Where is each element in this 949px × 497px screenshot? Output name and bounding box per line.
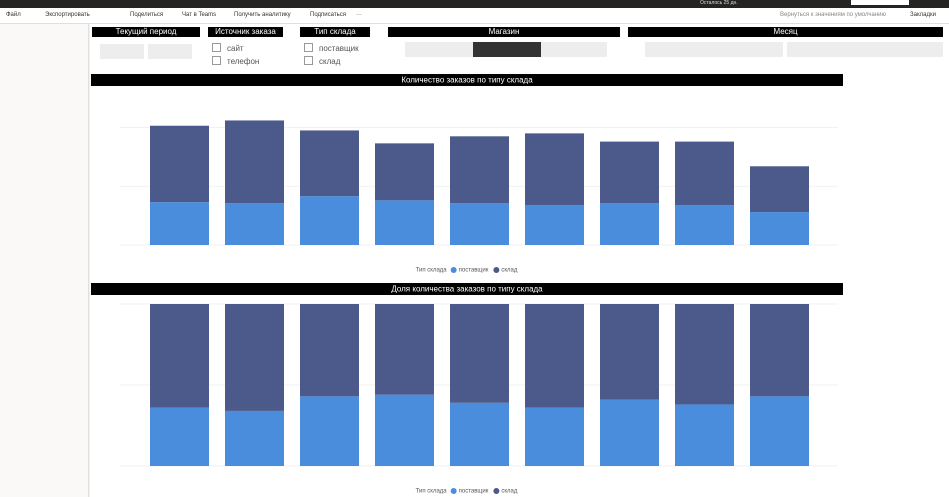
trial-text: Осталось 25 дн. — [700, 0, 738, 6]
bar-segment — [225, 203, 284, 245]
bar-segment — [225, 304, 284, 411]
legend-label: поставщик — [459, 268, 489, 274]
bar-segment — [450, 402, 509, 466]
slicer-option[interactable]: сайт — [212, 43, 244, 53]
slicer-header: Тип склада — [300, 27, 370, 37]
legend-title: Тип склада — [416, 489, 448, 495]
legend-swatch — [450, 267, 457, 273]
toolbar: Файл Экспортировать Поделиться Чат в Tea… — [0, 8, 949, 24]
bar-segment — [225, 410, 284, 466]
bar-segment — [525, 304, 584, 408]
bar-segment — [525, 205, 584, 245]
bar-segment — [600, 304, 659, 400]
bar-segment — [375, 394, 434, 466]
bar-segment — [300, 130, 359, 197]
option-label: поставщик — [319, 44, 359, 53]
slicer-input[interactable] — [645, 42, 783, 57]
bar-segment — [675, 304, 734, 405]
menu-more[interactable]: ··· — [356, 12, 362, 18]
menu-insights[interactable]: Получить аналитику — [234, 12, 291, 18]
bar-segment — [300, 196, 359, 245]
legend-label: поставщик — [459, 489, 489, 495]
top-bar — [0, 0, 949, 8]
bar-segment — [750, 166, 809, 213]
slicer-range-handle[interactable] — [473, 42, 541, 57]
chart-title: Количество заказов по типу склада — [401, 76, 533, 85]
menu-teams[interactable]: Чат в Teams — [182, 12, 217, 18]
option-label: склад — [319, 57, 341, 66]
slicer-option[interactable]: поставщик — [304, 43, 359, 53]
slicer-option[interactable]: телефон — [212, 56, 259, 66]
legend-label: склад — [501, 268, 518, 274]
slicer-input[interactable] — [100, 44, 144, 59]
bar-segment — [150, 202, 209, 245]
bar-segment — [450, 203, 509, 245]
legend-swatch — [493, 488, 500, 494]
slicer-option[interactable]: склад — [304, 56, 340, 66]
legend-swatch — [493, 267, 500, 273]
bar-segment — [375, 143, 434, 201]
reset-button[interactable]: Вернуться к значениям по умолчанию — [780, 12, 887, 18]
bar-segment — [600, 141, 659, 204]
option-label: сайт — [227, 44, 244, 53]
slicer-header: Месяц — [628, 27, 943, 37]
slicer-input[interactable] — [787, 42, 943, 57]
legend-label: склад — [501, 489, 518, 495]
bar-segment — [225, 120, 284, 204]
top-box — [851, 0, 909, 5]
bar-segment — [750, 396, 809, 466]
legend-title: Тип склада — [416, 268, 448, 274]
slicer-header: Текущий период — [92, 27, 200, 37]
bar-segment — [675, 205, 734, 245]
bar-segment — [450, 136, 509, 204]
slicer-header: Магазин — [388, 27, 620, 37]
menu-share[interactable]: Поделиться — [130, 12, 164, 18]
bar-segment — [675, 404, 734, 466]
bar-segment — [150, 407, 209, 466]
bookmarks-button[interactable]: Закладки — [910, 12, 936, 18]
menu-file[interactable]: Файл — [6, 12, 21, 18]
side-panel — [0, 24, 89, 497]
chart-title-bar — [91, 74, 843, 86]
bar-segment — [600, 203, 659, 245]
slicer-input[interactable] — [148, 44, 192, 59]
menu-export[interactable]: Экспортировать — [45, 12, 90, 18]
chart-title-bar — [91, 283, 843, 295]
option-label: телефон — [227, 57, 260, 66]
bar-segment — [300, 304, 359, 397]
bar-segment — [750, 212, 809, 245]
slicer-header: Источник заказа — [208, 27, 283, 37]
bar-segment — [750, 304, 809, 397]
bar-segment — [450, 304, 509, 403]
bar-segment — [525, 407, 584, 466]
bar-segment — [300, 396, 359, 466]
bar-segment — [150, 125, 209, 203]
bar-segment — [675, 141, 734, 206]
bar-segment — [600, 399, 659, 466]
bar-segment — [150, 304, 209, 408]
bar-segment — [525, 133, 584, 206]
menu-subscribe[interactable]: Подписаться — [310, 12, 346, 18]
bar-segment — [375, 304, 434, 395]
legend-swatch — [450, 488, 457, 494]
bar-segment — [375, 200, 434, 245]
chart-title: Доля количества заказов по типу склада — [391, 285, 543, 294]
